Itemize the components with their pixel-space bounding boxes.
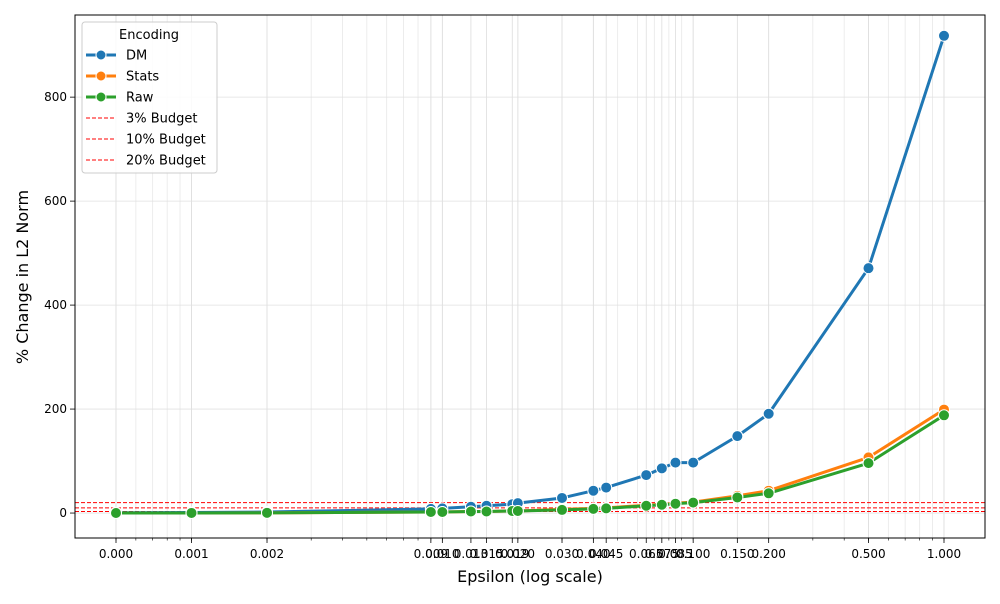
data-point-raw: [762, 487, 775, 500]
x-tick-label: 0.030: [545, 547, 579, 561]
legend-entries: DM Stats Raw 3% Budget 10% Budget 20% Budget: [86, 49, 206, 169]
data-point-raw: [862, 457, 875, 470]
x-tick-label: 0.150: [720, 547, 754, 561]
data-point-raw: [436, 506, 449, 519]
data-point-dm: [731, 430, 744, 443]
data-point-raw: [185, 506, 198, 519]
x-tick-label: 0.075: [645, 547, 679, 561]
y-tick-label: 400: [44, 298, 67, 312]
x-tick-label: 0.020: [501, 547, 535, 561]
x-tick-label: 0.009: [414, 547, 448, 561]
x-tick-label: 0.013: [454, 547, 488, 561]
data-point-dm: [556, 491, 569, 504]
y-axis-label: % Change in L2 Norm: [13, 190, 32, 364]
x-tick-label: 0.500: [851, 547, 885, 561]
x-axis-label: Epsilon (log scale): [457, 567, 603, 586]
y-tick-label: 800: [44, 90, 67, 104]
x-axis-ticks: 0.000 0.001 0.002 0.0090.0100.0130.0150.019…: [99, 538, 961, 561]
x-tick-label: 0.065: [629, 547, 663, 561]
data-point-raw: [110, 506, 122, 519]
series-markers: [110, 29, 950, 519]
data-point-raw: [640, 499, 653, 512]
x-tick-label: 0.045: [589, 547, 623, 561]
legend-marker-raw: [95, 91, 107, 103]
data-point-dm: [687, 456, 700, 469]
data-point-raw: [424, 506, 437, 519]
x-tick-label: 0.100: [676, 547, 710, 561]
data-point-raw: [261, 506, 274, 519]
legend: Encoding DM Stats Raw 3% Budget 10% Budget 20…: [81, 21, 218, 174]
data-point-raw: [600, 502, 613, 515]
y-tick-label: 0: [59, 506, 67, 520]
data-point-raw: [511, 504, 524, 517]
x-tick-label: 0.019: [495, 547, 529, 561]
plot-frame: [74, 14, 986, 539]
data-point-dm: [587, 484, 600, 497]
data-point-dm: [655, 462, 668, 475]
x-tick-label: 0.010: [425, 547, 459, 561]
legend-label: 3% Budget: [126, 112, 198, 127]
legend-label: 20% Budget: [126, 154, 206, 169]
y-tick-label: 200: [44, 402, 67, 416]
x-tick-label: 0.001: [174, 547, 208, 561]
y-axis-ticks: 0 200 400 600 800: [44, 90, 75, 520]
legend-label: DM: [126, 49, 147, 64]
legend-label: 10% Budget: [126, 133, 206, 148]
x-tick-label: 0.200: [751, 547, 785, 561]
data-point-raw: [669, 497, 682, 510]
data-point-raw: [464, 505, 477, 518]
legend-marker-stats: [95, 70, 107, 82]
data-point-raw: [687, 496, 700, 509]
x-tick-label: 0.015: [469, 547, 503, 561]
x-tick-label: 0.085: [658, 547, 692, 561]
data-point-raw: [556, 503, 569, 516]
x-tick-label: 0.002: [250, 547, 284, 561]
data-point-dm: [938, 29, 950, 42]
y-tick-label: 600: [44, 194, 67, 208]
data-point-raw: [587, 502, 600, 515]
x-tick-label: 0.000: [99, 547, 133, 561]
legend-title: Encoding: [119, 28, 179, 43]
data-point-raw: [938, 409, 950, 422]
x-tick-label: 0.040: [576, 547, 610, 561]
legend-box: [81, 21, 218, 174]
data-point-dm: [669, 456, 682, 469]
data-point-dm: [640, 469, 653, 482]
data-point-raw: [655, 498, 668, 511]
data-point-dm: [762, 407, 775, 420]
data-point-dm: [600, 481, 613, 494]
data-point-raw: [731, 491, 744, 504]
legend-label: Raw: [126, 91, 154, 106]
legend-label: Stats: [126, 70, 159, 85]
x-tick-label: 1.000: [927, 547, 961, 561]
legend-marker-dm: [95, 49, 107, 61]
data-point-raw: [480, 505, 493, 518]
data-point-dm: [862, 262, 875, 275]
